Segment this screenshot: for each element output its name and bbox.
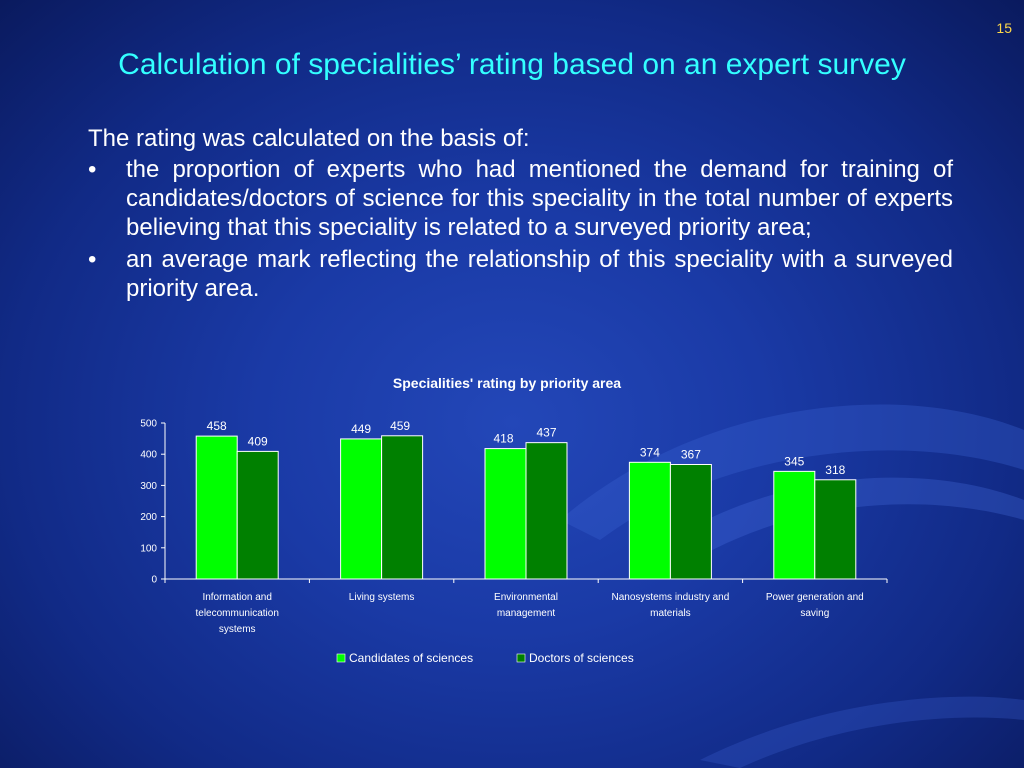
y-tick-label: 100 [140, 543, 157, 554]
slide-number: 15 [996, 20, 1012, 36]
bullet-item: • an average mark reflecting the relatio… [88, 245, 953, 303]
bullet-text: an average mark reflecting the relations… [126, 246, 953, 302]
chart-container: Specialities' rating by priority area 0 10… [120, 368, 920, 678]
bullet-item: • the proportion of experts who had ment… [88, 155, 953, 242]
bar [381, 435, 424, 580]
y-tick-label: 0 [151, 575, 157, 586]
x-tick-label: Information and [202, 592, 272, 603]
x-tick-label: saving [800, 608, 829, 619]
y-tick-label: 400 [140, 450, 157, 461]
bar-chart: Specialities' rating by priority area 0 10… [140, 375, 888, 665]
legend-label: Candidates of sciences [349, 651, 473, 665]
legend-swatch [336, 653, 346, 663]
x-tick-label: Nanosystems industry and [611, 592, 729, 603]
bar [484, 448, 527, 580]
bar [814, 479, 857, 580]
data-label: 318 [825, 463, 845, 477]
bar [773, 470, 816, 580]
legend-swatch [516, 653, 526, 663]
slide-body: The rating was calculated on the basis o… [88, 124, 953, 306]
x-tick-label: management [497, 608, 556, 619]
data-label: 374 [640, 445, 660, 459]
legend-label: Doctors of sciences [529, 651, 634, 665]
x-tick-label: telecommunication [196, 608, 279, 619]
intro-text: The rating was calculated on the basis o… [88, 125, 530, 152]
y-tick-label: 500 [140, 419, 157, 430]
bullet-icon: • [88, 156, 97, 183]
x-tick-label: Power generation and [766, 592, 864, 603]
bullet-list: • the proportion of experts who had ment… [88, 155, 953, 303]
bar [669, 463, 712, 580]
bar [195, 435, 238, 580]
x-tick-label: systems [219, 624, 256, 635]
data-label: 418 [493, 432, 513, 446]
bar [525, 442, 568, 580]
data-label: 345 [784, 454, 804, 468]
bullet-icon: • [88, 246, 97, 273]
x-tick-label: Environmental [494, 592, 558, 603]
bar [340, 438, 383, 580]
bullet-text: the proportion of experts who had mentio… [126, 156, 953, 241]
y-tick-label: 300 [140, 481, 157, 492]
chart-title: Specialities' rating by priority area [393, 375, 621, 391]
data-label: 437 [536, 426, 556, 440]
data-label: 409 [248, 434, 268, 448]
data-label: 458 [207, 419, 227, 433]
data-label: 449 [351, 422, 371, 436]
x-tick-label: materials [650, 608, 691, 619]
bar [236, 450, 279, 580]
data-label: 367 [681, 447, 701, 461]
y-tick-label: 200 [140, 512, 157, 523]
x-tick-label: Living systems [349, 592, 415, 603]
data-label: 459 [390, 419, 410, 433]
bar [628, 461, 671, 580]
slide-title: Calculation of specialities’ rating base… [118, 48, 906, 81]
